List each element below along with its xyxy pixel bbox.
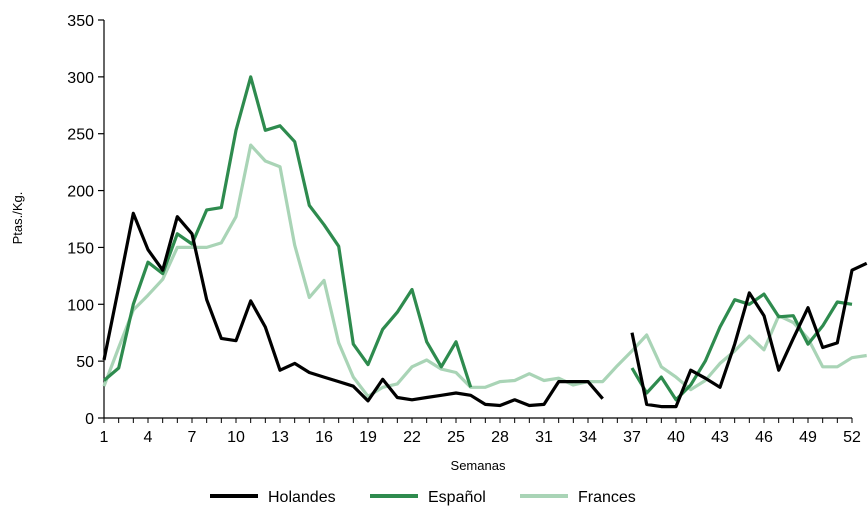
series-line-holandes	[102, 211, 868, 409]
y-tick-label: 200	[67, 184, 94, 201]
y-tick-label: 250	[67, 127, 94, 144]
y-tick-label: 350	[67, 13, 94, 30]
y-axis-ticks: 0 50 100 150 200 250 300 350	[67, 13, 104, 428]
x-tick-label: 16	[315, 429, 333, 446]
x-tick-label: 19	[359, 429, 377, 446]
x-tick-label: 7	[188, 429, 197, 446]
x-tick-label: 37	[623, 429, 641, 446]
x-tick-label: 46	[755, 429, 773, 446]
y-tick-label: 300	[67, 70, 94, 87]
x-tick-label: 13	[271, 429, 289, 446]
x-axis-title: Semanas	[451, 458, 506, 473]
x-tick-label: 40	[667, 429, 685, 446]
series-line-español	[102, 75, 853, 402]
x-tick-label: 10	[227, 429, 245, 446]
y-tick-label: 0	[85, 411, 94, 428]
y-tick-label: 50	[76, 354, 94, 371]
legend-label: Español	[428, 489, 486, 506]
x-tick-label: 28	[491, 429, 509, 446]
x-tick-label: 52	[843, 429, 861, 446]
x-tick-label: 22	[403, 429, 421, 446]
y-tick-label: 100	[67, 297, 94, 314]
y-axis-title: Ptas./Kg.	[10, 192, 25, 245]
chart-legend: Holandes Español Frances	[210, 489, 636, 506]
x-tick-label: 25	[447, 429, 465, 446]
y-tick-label: 150	[67, 240, 94, 257]
x-tick-label: 34	[579, 429, 597, 446]
chart-axes	[103, 20, 852, 419]
legend-label: Holandes	[268, 489, 336, 506]
x-tick-label: 4	[144, 429, 153, 446]
x-tick-label: 49	[799, 429, 817, 446]
series-line-frances	[102, 143, 867, 398]
x-axis-ticks: 1 4 7 10 13 16 19 22 25 28 31 34 37 40 43 46 49 52	[100, 418, 861, 446]
x-tick-label: 43	[711, 429, 729, 446]
x-tick-label: 1	[100, 429, 109, 446]
legend-label: Frances	[578, 489, 636, 506]
x-tick-label: 31	[535, 429, 553, 446]
series-lines	[102, 75, 868, 409]
